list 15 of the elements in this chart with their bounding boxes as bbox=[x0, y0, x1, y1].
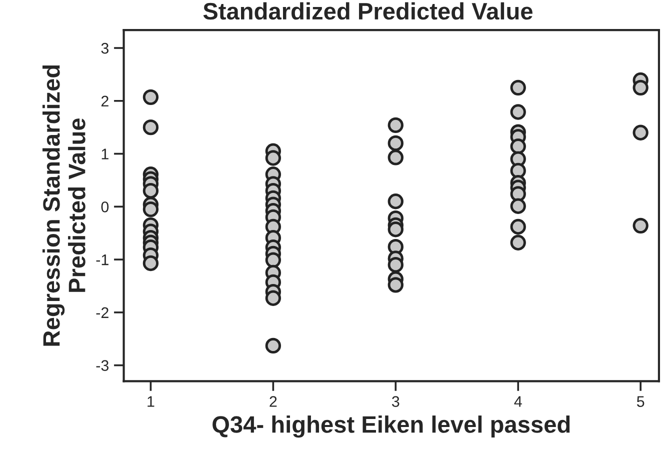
chart-title: Standardized Predicted Value bbox=[203, 2, 532, 20]
x-tick-label: 5 bbox=[636, 396, 644, 407]
y-tick-label: -2 bbox=[96, 307, 108, 318]
x-tick-label: 2 bbox=[270, 396, 277, 407]
y-tick-label: 1 bbox=[102, 148, 108, 160]
x-tick-label: 1 bbox=[148, 396, 154, 407]
y-tick-label: 2 bbox=[101, 96, 108, 106]
y-tick-label: 0 bbox=[101, 202, 109, 212]
y-axis-title: Regression Standardized Predicted Value bbox=[42, 65, 86, 346]
y-tick-label: -3 bbox=[96, 360, 109, 371]
y-tick-label: -1 bbox=[96, 254, 108, 266]
y-tick-label: 3 bbox=[101, 42, 109, 54]
x-tick-label: 4 bbox=[514, 396, 522, 407]
x-axis-title: Q34- highest Eiken level passed bbox=[212, 416, 570, 438]
x-tick-label: 3 bbox=[392, 396, 400, 407]
